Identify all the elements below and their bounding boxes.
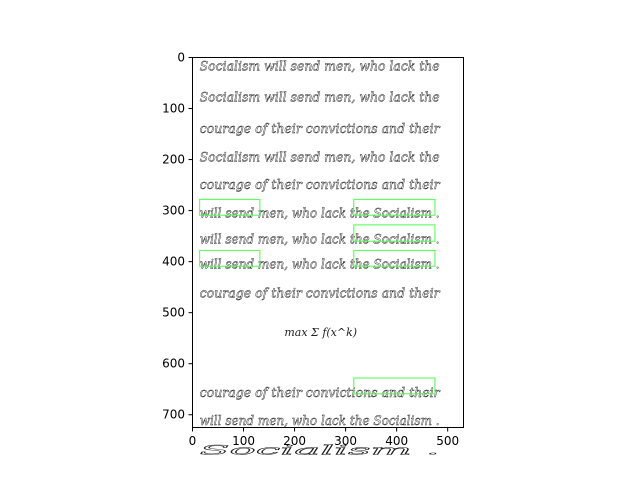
- handwritten-line-12: will send men, who lack the Socialism .: [200, 414, 440, 429]
- handwritten-line-5: courage of their convictions and their: [200, 178, 441, 193]
- y-tick-label: 600: [162, 357, 185, 371]
- highlight-box-6: [353, 377, 436, 395]
- x-tick-label: 100: [232, 434, 255, 448]
- highlight-box-3: [353, 224, 436, 242]
- handwritten-line-13: Socialism .: [200, 443, 440, 458]
- handwritten-line-8: will send men, who lack the Socialism .: [200, 258, 440, 273]
- document-image: Socialism will send men, who lack the Soc…: [199, 59, 441, 458]
- x-tick-label: 200: [283, 434, 306, 448]
- y-axis: 0 100 200 300 400 500 600 700: [162, 51, 193, 422]
- y-tick-label: 100: [162, 102, 185, 116]
- handwritten-line-3: courage of their convictions and their: [200, 122, 441, 137]
- handwritten-formula: max Σ f(x^k): [284, 326, 357, 339]
- x-tick-label: 0: [189, 434, 197, 448]
- highlight-box-5: [353, 249, 436, 267]
- handwritten-line-1: Socialism will send men, who lack the: [200, 60, 440, 75]
- handwritten-line-6: will send men, who lack the Socialism .: [200, 207, 440, 222]
- y-tick-label: 300: [162, 204, 185, 218]
- y-tick-label: 400: [162, 255, 185, 269]
- highlight-box-1: [199, 198, 261, 216]
- highlight-box-4: [199, 249, 261, 267]
- y-tick-label: 500: [162, 306, 185, 320]
- highlight-box-2: [353, 198, 436, 216]
- handwritten-line-4: Socialism will send men, who lack the: [200, 151, 440, 166]
- highlight-boxes: [199, 198, 436, 395]
- handwritten-line-2: Socialism will send men, who lack the: [200, 90, 440, 105]
- y-tick-label: 200: [162, 153, 185, 167]
- axes-frame: [192, 57, 464, 428]
- x-axis: 0 100 200 300 400 500: [189, 427, 459, 448]
- handwritten-line-9: courage of their convictions and their: [200, 286, 441, 301]
- handwritten-line-7: will send men, who lack the Socialism .: [200, 233, 440, 248]
- x-tick-label: 500: [436, 434, 459, 448]
- x-tick-label: 400: [385, 434, 408, 448]
- x-tick-label: 300: [334, 434, 357, 448]
- handwritten-line-11: courage of their convictions and their: [200, 386, 441, 401]
- y-tick-label: 0: [177, 51, 185, 65]
- y-tick-label: 700: [162, 408, 185, 422]
